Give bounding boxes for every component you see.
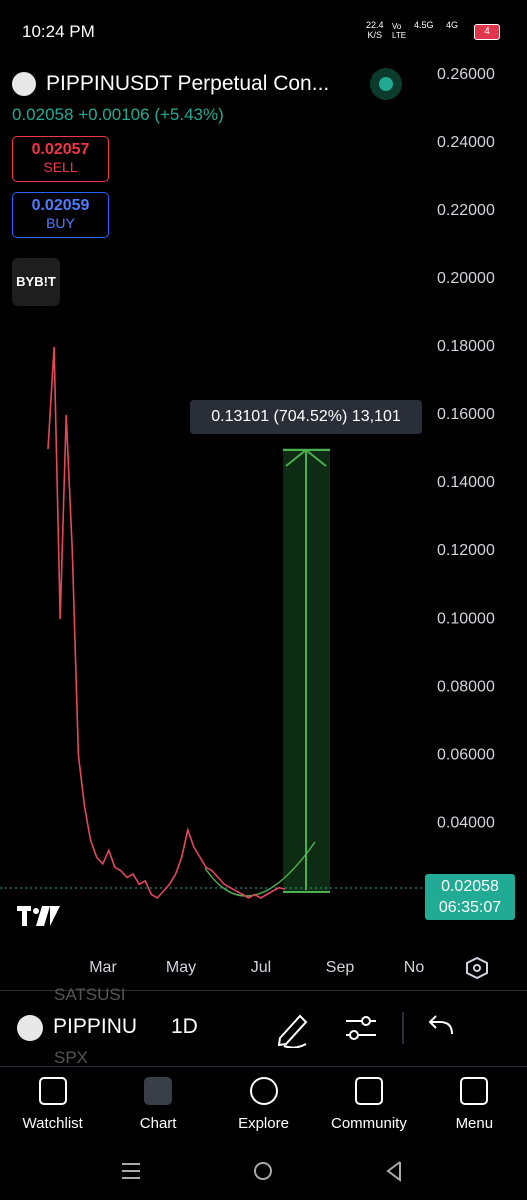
x-tick-label: May (166, 959, 196, 976)
x-tick-label: Jul (251, 959, 271, 976)
buy-price: 0.02059 (31, 197, 90, 214)
symbol-title[interactable]: PIPPINUSDT Perpetual Con... (46, 72, 330, 95)
plot (47, 346, 286, 899)
price-change: 0.02058 +0.00106 (+5.43%) (12, 105, 224, 125)
tab-icon (38, 1077, 67, 1105)
y-tick-label: 0.06000 (437, 746, 495, 763)
ghost-symbol: SPX (54, 1048, 89, 1067)
net-speed: 22.4 K/S (366, 20, 384, 40)
y-tick-label: 0.20000 (437, 270, 495, 287)
measure-label: 0.13101 (704.52%) 13,101 (211, 408, 401, 425)
chart-settings-dot (473, 964, 481, 972)
tab[interactable]: Explore (211, 1067, 316, 1147)
price-tag (425, 874, 515, 920)
tab[interactable]: Community (316, 1067, 421, 1147)
system-nav (122, 1161, 401, 1182)
speed: 22.4 (366, 20, 384, 30)
indicators-icon[interactable] (346, 1016, 376, 1040)
y-tick-label: 0.14000 (437, 474, 495, 491)
home-button[interactable] (254, 1162, 272, 1180)
draw-icon[interactable] (277, 1014, 308, 1048)
network: 4.5G (414, 20, 434, 30)
price-tag-countdown: 06:35:07 (439, 899, 501, 916)
back-button[interactable] (386, 1161, 401, 1182)
change: +0.00106 (78, 105, 150, 124)
broker-logo[interactable]: BYB!T (12, 258, 60, 306)
change-pct: (+5.43%) (154, 105, 224, 124)
x-tick-label: Sep (326, 959, 355, 976)
sell-price: 0.02057 (31, 141, 90, 158)
sell-label: SELL (43, 159, 78, 175)
divider (0, 990, 527, 991)
recents-button[interactable] (122, 1163, 140, 1179)
y-tick-label: 0.08000 (437, 678, 495, 695)
price-line-series (47, 346, 286, 899)
buy-label: BUY (46, 215, 75, 231)
undo-icon[interactable] (428, 1015, 453, 1035)
buy-button[interactable]: 0.02059 BUY (12, 192, 109, 238)
divider (0, 1066, 527, 1067)
toolbar-symbol-icon (17, 1015, 43, 1041)
y-tick-label: 0.26000 (437, 66, 495, 83)
y-tick-label: 0.24000 (437, 134, 495, 151)
tab-icon (144, 1077, 173, 1105)
network: 4G (446, 20, 459, 30)
last-price: 0.02058 (12, 105, 74, 124)
volte: Vo LTE (392, 22, 407, 40)
tab[interactable]: Menu (422, 1067, 527, 1147)
x-tick-label: Mar (89, 959, 117, 976)
tab-bar: Watchlist Chart Explore Community Menu (0, 1067, 527, 1147)
y-tick-label: 0.12000 (437, 542, 495, 559)
toolbar-symbol[interactable]: PIPPINU (53, 1015, 138, 1038)
price-tag-price: 0.02058 (441, 878, 499, 895)
tab-label: Menu (455, 1115, 494, 1132)
live-indicator (370, 68, 402, 100)
chart: 0.13101 (704.52%) 13,101 0.02058 06:35:0… (0, 66, 515, 980)
tab-icon (354, 1077, 383, 1105)
battery: 4 (474, 24, 500, 40)
tab[interactable]: Chart (105, 1067, 210, 1147)
toolbar-icons (277, 1012, 453, 1048)
interval[interactable]: 1D (171, 1015, 198, 1038)
tab-label: Community (330, 1115, 407, 1132)
live-dot (379, 77, 393, 91)
y-tick-label: 0.10000 (437, 610, 495, 627)
y-tick-label: 0.16000 (437, 406, 495, 423)
ghost-symbol: SATSUSI (54, 985, 126, 1004)
measure-label-bg (190, 400, 422, 434)
tv-logo (17, 906, 60, 926)
tab[interactable]: Watchlist (0, 1067, 105, 1147)
x-tick-label: No (404, 959, 425, 976)
tab-label: Chart (139, 1115, 177, 1132)
chart-settings-icon (466, 956, 488, 980)
speed-unit: K/S (367, 30, 383, 40)
tab-icon (460, 1077, 489, 1105)
clock: 10:24 PM (22, 22, 95, 41)
tab-label: Explore (238, 1115, 289, 1132)
y-tick-label: 0.22000 (437, 202, 495, 219)
y-tick-label: 0.18000 (437, 338, 495, 355)
symbol-icon (12, 72, 36, 96)
sell-button[interactable]: 0.02057 SELL (12, 136, 109, 182)
tab-icon (249, 1077, 278, 1105)
tab-label: Watchlist (22, 1115, 83, 1132)
y-tick-label: 0.04000 (437, 814, 495, 831)
